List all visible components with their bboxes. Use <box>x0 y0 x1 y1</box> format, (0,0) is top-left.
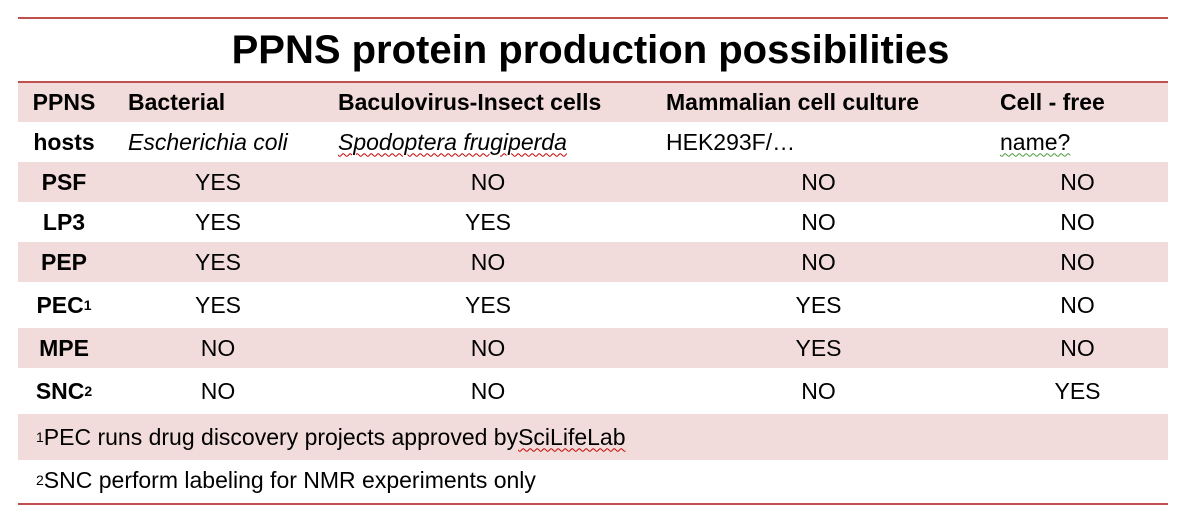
host-cellfree: name? <box>1000 128 1071 155</box>
table-row: PSF YES NO NO NO <box>18 162 1168 202</box>
cell-baculovirus: NO <box>470 334 506 361</box>
cell-bacterial: NO <box>200 377 236 404</box>
cell-baculovirus: NO <box>470 377 506 404</box>
cell-cellfree: NO <box>1060 334 1095 361</box>
top-rule <box>18 17 1168 19</box>
cell-mammalian: NO <box>801 248 836 275</box>
table-row: SNC 2 NO NO NO YES <box>18 368 1168 414</box>
cell-baculovirus: NO <box>470 248 506 275</box>
row-label: PSF <box>41 168 87 195</box>
cell-bacterial: YES <box>194 168 242 195</box>
footnote-text: 1 PEC runs drug discovery projects approv… <box>36 423 626 450</box>
table-row: PEC 1 YES YES YES NO <box>18 282 1168 328</box>
cell-cellfree: YES <box>1054 377 1101 404</box>
table-row: MPE NO NO YES NO <box>18 328 1168 368</box>
hosts-label: hosts <box>33 128 95 155</box>
hosts-row: hosts Escherichia coli Spodoptera frugip… <box>18 122 1168 162</box>
title-rule <box>18 81 1168 83</box>
cell-bacterial: NO <box>200 334 236 361</box>
page-title: PPNS protein production possibilities <box>231 28 950 72</box>
footnote-1: 1 PEC runs drug discovery projects approv… <box>18 414 1168 460</box>
footnote-text: 2 SNC perform labeling for NMR experiment… <box>36 466 536 493</box>
header-bacterial: Bacterial <box>128 89 226 115</box>
cell-bacterial: YES <box>194 291 242 318</box>
table-row: PEP YES NO NO NO <box>18 242 1168 282</box>
row-label: LP3 <box>42 208 86 235</box>
cell-baculovirus: YES <box>464 291 512 318</box>
row-label: PEP <box>40 248 88 275</box>
scilifelab-link: SciLifeLab <box>518 423 626 450</box>
host-bacterial: Escherichia coli <box>128 128 288 155</box>
cell-mammalian: NO <box>801 168 836 195</box>
header-cellfree: Cell - free <box>1000 89 1105 115</box>
header-ppns: PPNS <box>32 89 96 115</box>
footnote-2: 2 SNC perform labeling for NMR experiment… <box>18 460 1168 500</box>
cell-cellfree: NO <box>1060 208 1095 235</box>
bottom-rule <box>18 503 1168 505</box>
cell-mammalian: NO <box>801 377 836 404</box>
row-label: MPE <box>39 334 89 361</box>
header-mammalian: Mammalian cell culture <box>666 89 920 115</box>
cell-mammalian: YES <box>795 291 842 318</box>
header-baculovirus: Baculovirus-Insect cells <box>338 89 602 115</box>
cell-cellfree: NO <box>1060 168 1095 195</box>
host-baculovirus: Spodoptera frugiperda <box>338 128 567 155</box>
row-label: PEC 1 <box>36 291 92 318</box>
host-mammalian: HEK293F/… <box>666 128 796 155</box>
cell-baculovirus: YES <box>464 208 512 235</box>
cell-bacterial: YES <box>194 248 242 275</box>
cell-mammalian: NO <box>801 208 836 235</box>
header-row: PPNS Bacterial Baculovirus-Insect cells … <box>18 83 1168 122</box>
row-label: SNC 2 <box>35 377 93 404</box>
cell-mammalian: YES <box>795 334 842 361</box>
cell-cellfree: NO <box>1060 248 1095 275</box>
cell-baculovirus: NO <box>470 168 506 195</box>
cell-bacterial: YES <box>194 208 242 235</box>
cell-cellfree: NO <box>1060 291 1095 318</box>
table-row: LP3 YES YES NO NO <box>18 202 1168 242</box>
